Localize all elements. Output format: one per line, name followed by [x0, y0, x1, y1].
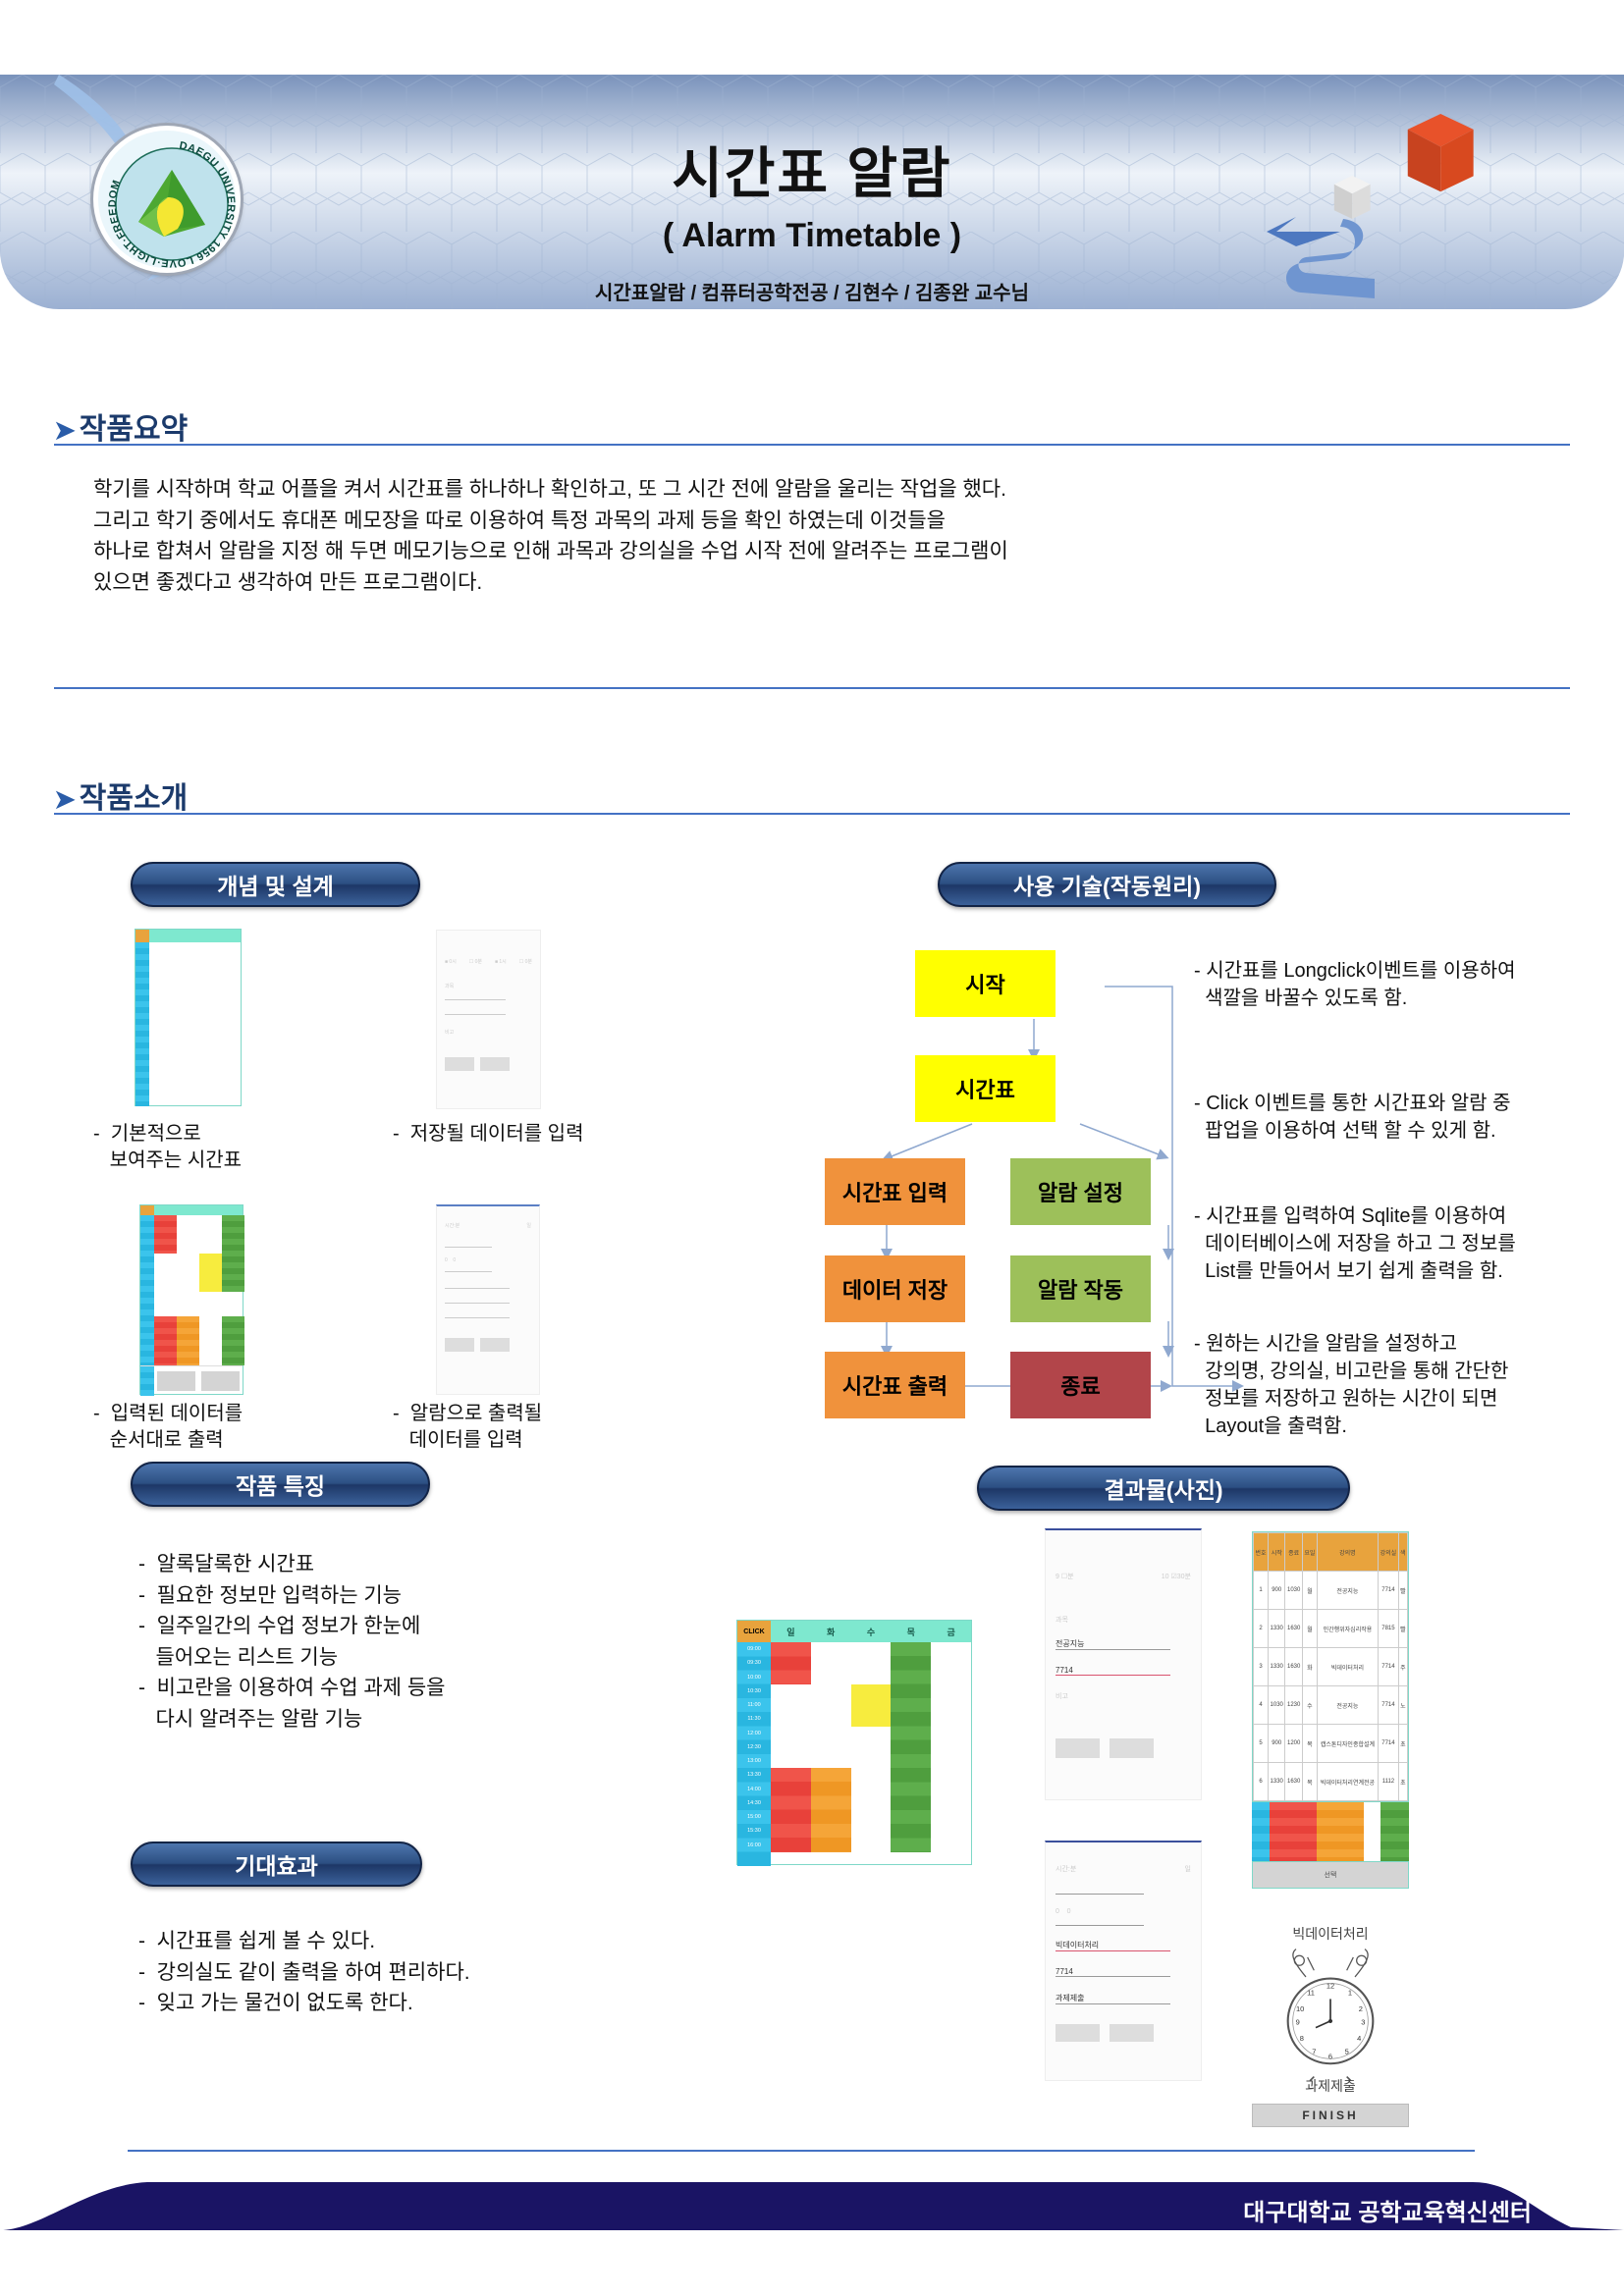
- svg-text:4: 4: [1357, 2034, 1361, 2043]
- svg-text:7: 7: [1312, 2047, 1316, 2056]
- svg-text:10: 10: [1296, 2004, 1304, 2013]
- svg-text:5: 5: [1345, 2047, 1349, 2056]
- svg-text:6: 6: [1328, 2052, 1332, 2060]
- svg-text:2: 2: [1359, 2004, 1363, 2013]
- svg-text:9: 9: [1296, 2017, 1300, 2026]
- svg-text:1: 1: [1348, 1988, 1352, 1997]
- svg-text:12: 12: [1326, 1982, 1334, 1991]
- svg-text:11: 11: [1307, 1988, 1315, 1997]
- svg-text:8: 8: [1300, 2034, 1304, 2043]
- svg-text:3: 3: [1361, 2017, 1365, 2026]
